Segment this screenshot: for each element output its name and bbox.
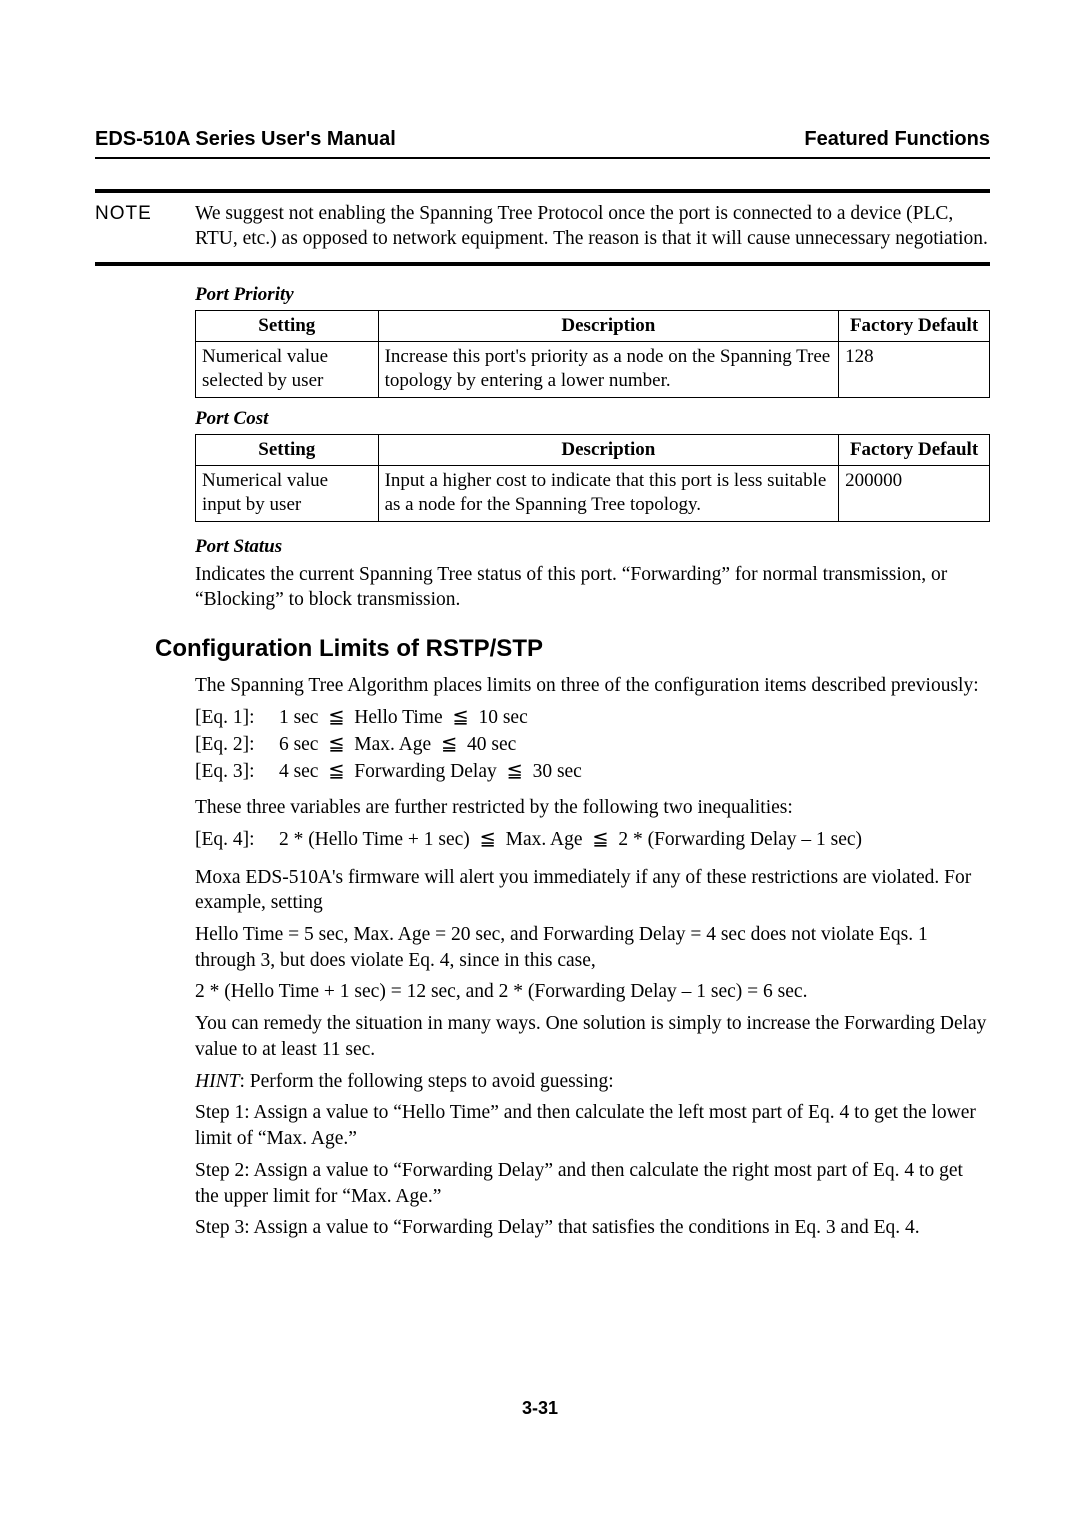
hint-text: : Perform the following steps to avoid g… [239,1071,613,1092]
td-setting: Numerical value selected by user [196,342,379,398]
th-description: Description [378,310,839,341]
td-setting: Numerical value input by user [196,465,379,521]
td-default: 128 [839,342,990,398]
port-cost-table: Setting Description Factory Default Nume… [195,434,990,522]
page-number: 3-31 [0,1398,1080,1419]
table-header-row: Setting Description Factory Default [196,310,990,341]
port-priority-table: Setting Description Factory Default Nume… [195,310,990,398]
remedy-text: You can remedy the situation in many way… [195,1011,990,1062]
section-heading: Configuration Limits of RSTP/STP [155,635,990,663]
td-default: 200000 [839,465,990,521]
hint-line: HINT: Perform the following steps to avo… [195,1069,990,1095]
section-body: The Spanning Tree Algorithm places limit… [195,673,990,1241]
step2: Step 2: Assign a value to “Forwarding De… [195,1158,990,1209]
note-label: NOTE [95,201,195,252]
eq1: [Eq. 1]: 1 sec ≦ Hello Time ≦ 10 sec [195,705,990,729]
step3: Step 3: Assign a value to “Forwarding De… [195,1215,990,1241]
restrict-text: These three variables are further restri… [195,795,990,821]
header-left: EDS-510A Series User's Manual [95,128,396,151]
table-row: Numerical value input by user Input a hi… [196,465,990,521]
table-header-row: Setting Description Factory Default [196,434,990,465]
eq2: [Eq. 2]: 6 sec ≦ Max. Age ≦ 40 sec [195,732,990,756]
example2-text: 2 * (Hello Time + 1 sec) = 12 sec, and 2… [195,979,990,1005]
step1: Step 1: Assign a value to “Hello Time” a… [195,1100,990,1151]
intro-text: The Spanning Tree Algorithm places limit… [195,673,990,699]
eq3: [Eq. 3]: 4 sec ≦ Forwarding Delay ≦ 30 s… [195,759,990,783]
eq4: [Eq. 4]: 2 * (Hello Time + 1 sec) ≦ Max.… [195,827,990,851]
example1-text: Hello Time = 5 sec, Max. Age = 20 sec, a… [195,922,990,973]
th-setting: Setting [196,310,379,341]
port-priority-heading: Port Priority [195,284,990,306]
td-description: Increase this port's priority as a node … [378,342,839,398]
table-row: Numerical value selected by user Increas… [196,342,990,398]
port-status-heading: Port Status [195,536,990,558]
th-setting: Setting [196,434,379,465]
manual-page: EDS-510A Series User's Manual Featured F… [0,0,1080,1527]
header-right: Featured Functions [804,128,990,151]
th-default: Factory Default [839,434,990,465]
th-description: Description [378,434,839,465]
port-status-text: Indicates the current Spanning Tree stat… [195,562,990,613]
td-description: Input a higher cost to indicate that thi… [378,465,839,521]
note-text: We suggest not enabling the Spanning Tre… [195,201,990,252]
body-content: Port Priority Setting Description Factor… [195,284,990,613]
port-cost-heading: Port Cost [195,408,990,430]
th-default: Factory Default [839,310,990,341]
page-header: EDS-510A Series User's Manual Featured F… [95,128,990,159]
hint-label: HINT [195,1071,239,1092]
note-block: NOTE We suggest not enabling the Spannin… [95,189,990,266]
alert-text: Moxa EDS-510A's firmware will alert you … [195,865,990,916]
